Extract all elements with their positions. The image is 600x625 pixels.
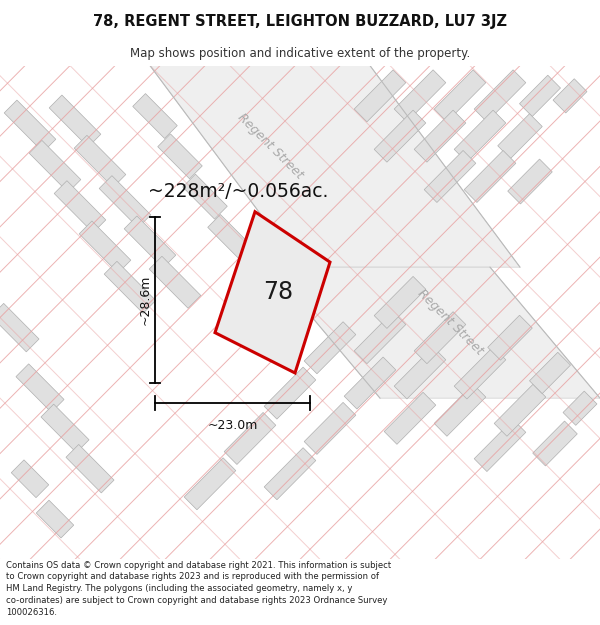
Polygon shape: [424, 151, 476, 202]
Polygon shape: [508, 159, 552, 204]
Polygon shape: [208, 214, 252, 259]
Polygon shape: [464, 151, 516, 202]
Text: 78, REGENT STREET, LEIGHTON BUZZARD, LU7 3JZ: 78, REGENT STREET, LEIGHTON BUZZARD, LU7…: [93, 14, 507, 29]
Polygon shape: [474, 419, 526, 471]
Polygon shape: [374, 110, 426, 162]
Polygon shape: [304, 402, 356, 454]
Polygon shape: [529, 352, 571, 394]
Polygon shape: [183, 174, 227, 219]
Polygon shape: [454, 110, 506, 162]
Polygon shape: [224, 412, 276, 464]
Polygon shape: [184, 458, 236, 510]
Text: ~28.6m: ~28.6m: [139, 275, 151, 325]
Polygon shape: [384, 392, 436, 444]
Polygon shape: [149, 256, 201, 308]
Polygon shape: [74, 136, 126, 188]
Polygon shape: [520, 75, 560, 116]
Polygon shape: [414, 110, 466, 162]
Polygon shape: [215, 212, 330, 373]
Polygon shape: [150, 66, 520, 267]
Polygon shape: [16, 364, 64, 413]
Text: Contains OS data © Crown copyright and database right 2021. This information is : Contains OS data © Crown copyright and d…: [6, 561, 391, 617]
Polygon shape: [0, 303, 39, 352]
Polygon shape: [354, 312, 406, 364]
Polygon shape: [29, 141, 81, 192]
Polygon shape: [66, 444, 114, 493]
Polygon shape: [264, 367, 316, 419]
Polygon shape: [304, 322, 356, 374]
Polygon shape: [133, 94, 177, 139]
Polygon shape: [49, 95, 101, 147]
Text: ~23.0m: ~23.0m: [208, 419, 257, 432]
Polygon shape: [563, 391, 597, 426]
Text: Map shows position and indicative extent of the property.: Map shows position and indicative extent…: [130, 48, 470, 60]
Polygon shape: [553, 79, 587, 113]
Polygon shape: [264, 448, 316, 500]
Polygon shape: [434, 384, 486, 436]
Polygon shape: [414, 312, 466, 364]
Polygon shape: [344, 357, 396, 409]
Polygon shape: [99, 176, 151, 228]
Polygon shape: [79, 221, 131, 273]
Polygon shape: [434, 70, 486, 122]
Polygon shape: [270, 267, 600, 398]
Polygon shape: [498, 114, 542, 159]
Polygon shape: [54, 181, 106, 232]
Polygon shape: [11, 460, 49, 498]
Text: Regent Street: Regent Street: [235, 111, 305, 182]
Text: Regent Street: Regent Street: [415, 288, 485, 358]
Polygon shape: [124, 216, 176, 268]
Text: 78: 78: [263, 281, 293, 304]
Polygon shape: [104, 261, 156, 313]
Polygon shape: [374, 276, 426, 328]
Polygon shape: [394, 347, 446, 399]
Polygon shape: [36, 500, 74, 538]
Polygon shape: [354, 70, 406, 122]
Polygon shape: [474, 70, 526, 122]
Polygon shape: [4, 100, 56, 152]
Polygon shape: [488, 315, 532, 360]
Polygon shape: [494, 384, 546, 436]
Text: ~228m²/~0.056ac.: ~228m²/~0.056ac.: [148, 182, 328, 201]
Polygon shape: [41, 404, 89, 452]
Polygon shape: [454, 347, 506, 399]
Polygon shape: [533, 421, 577, 466]
Polygon shape: [394, 70, 446, 122]
Polygon shape: [158, 134, 202, 179]
